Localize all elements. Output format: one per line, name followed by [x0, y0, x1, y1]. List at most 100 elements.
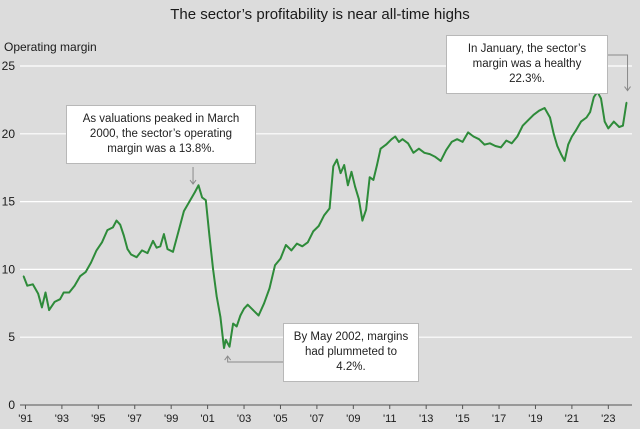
data-point — [257, 314, 260, 317]
x-tick-label: '97 — [128, 413, 142, 425]
data-point — [123, 234, 125, 237]
x-tick-label: '01 — [200, 413, 214, 425]
data-point — [483, 143, 486, 146]
data-point — [580, 120, 582, 123]
data-point — [177, 230, 180, 233]
data-point — [243, 307, 245, 310]
data-point — [44, 291, 47, 294]
data-point — [339, 172, 342, 174]
data-point — [549, 116, 551, 119]
data-point — [215, 295, 218, 298]
data-point — [589, 111, 591, 113]
data-point — [450, 141, 453, 143]
data-point — [613, 120, 615, 123]
data-point — [516, 135, 519, 138]
x-tick-label: '17 — [492, 413, 506, 425]
data-point — [439, 160, 442, 162]
data-point — [135, 256, 138, 259]
data-point — [268, 287, 271, 290]
x-tick-label: '13 — [419, 413, 433, 425]
chart-title: The sector’s profitability is near all-t… — [170, 6, 470, 23]
data-point — [301, 245, 304, 248]
x-tick-label: '21 — [565, 413, 579, 425]
data-point — [556, 145, 559, 147]
data-point — [593, 96, 595, 98]
data-point — [511, 142, 513, 145]
data-point — [361, 219, 364, 222]
x-tick-label: '05 — [273, 413, 287, 425]
data-point — [112, 226, 114, 229]
data-point — [500, 146, 502, 149]
data-point — [159, 245, 162, 248]
data-point — [263, 302, 265, 305]
x-tick-label: '95 — [91, 413, 105, 425]
data-point — [223, 347, 225, 349]
data-point — [296, 242, 298, 245]
data-point — [95, 249, 98, 252]
data-point — [41, 306, 43, 309]
y-tick-label: 20 — [2, 127, 16, 141]
leader-arrowhead-3 — [624, 86, 631, 92]
data-point — [622, 124, 624, 127]
data-point — [188, 200, 191, 203]
data-point — [347, 184, 349, 187]
y-tick-label: 0 — [8, 398, 15, 412]
y-tick-label: 15 — [2, 195, 16, 209]
data-point — [574, 130, 577, 132]
data-point — [194, 191, 196, 193]
data-point — [317, 225, 320, 227]
data-point — [461, 141, 464, 143]
data-point — [445, 149, 448, 151]
data-point — [307, 241, 309, 244]
data-point — [225, 339, 227, 341]
data-point — [183, 210, 185, 212]
data-point — [212, 268, 214, 271]
data-point — [478, 138, 480, 140]
x-tick-label: '15 — [455, 413, 469, 425]
leader-arrowhead-1 — [189, 179, 197, 185]
data-point — [285, 244, 287, 246]
data-point — [603, 120, 606, 123]
data-point — [274, 264, 276, 267]
data-point — [532, 114, 535, 116]
leader-line-3 — [608, 54, 629, 91]
data-point — [235, 325, 238, 328]
data-point — [585, 116, 588, 119]
data-point — [407, 142, 409, 145]
y-tick-label: 5 — [8, 330, 15, 344]
data-point — [358, 198, 360, 200]
data-point — [368, 176, 371, 178]
data-point — [434, 156, 437, 158]
data-point — [472, 135, 475, 138]
data-point — [365, 208, 367, 211]
data-point — [563, 160, 566, 162]
data-point — [37, 293, 39, 295]
data-point — [22, 275, 25, 278]
data-point — [172, 251, 174, 253]
annotation-callout-peak-2000: As valuations peaked in March 2000, the … — [66, 105, 256, 164]
x-tick-label: '09 — [346, 413, 360, 425]
data-point — [328, 207, 331, 210]
data-point — [560, 153, 562, 155]
data-point — [279, 257, 282, 260]
data-point — [398, 141, 400, 143]
data-point — [32, 283, 34, 286]
data-point — [323, 214, 326, 216]
data-point — [607, 127, 610, 130]
data-point — [336, 158, 338, 161]
data-point — [332, 165, 335, 168]
data-point — [155, 246, 158, 249]
x-tick-label: '99 — [164, 413, 178, 425]
data-point — [343, 164, 346, 166]
data-point — [376, 164, 378, 166]
annotation-callout-jan-2024: In January, the sector’s margin was a he… — [446, 35, 608, 94]
data-point — [26, 284, 29, 287]
y-axis-ticks: 0 5 10 15 20 25 — [2, 59, 16, 412]
x-tick-label: '91 — [18, 413, 32, 425]
data-point — [53, 301, 56, 303]
data-point — [166, 248, 169, 250]
data-point — [119, 223, 121, 226]
series-group — [22, 90, 628, 349]
data-point — [372, 179, 375, 181]
